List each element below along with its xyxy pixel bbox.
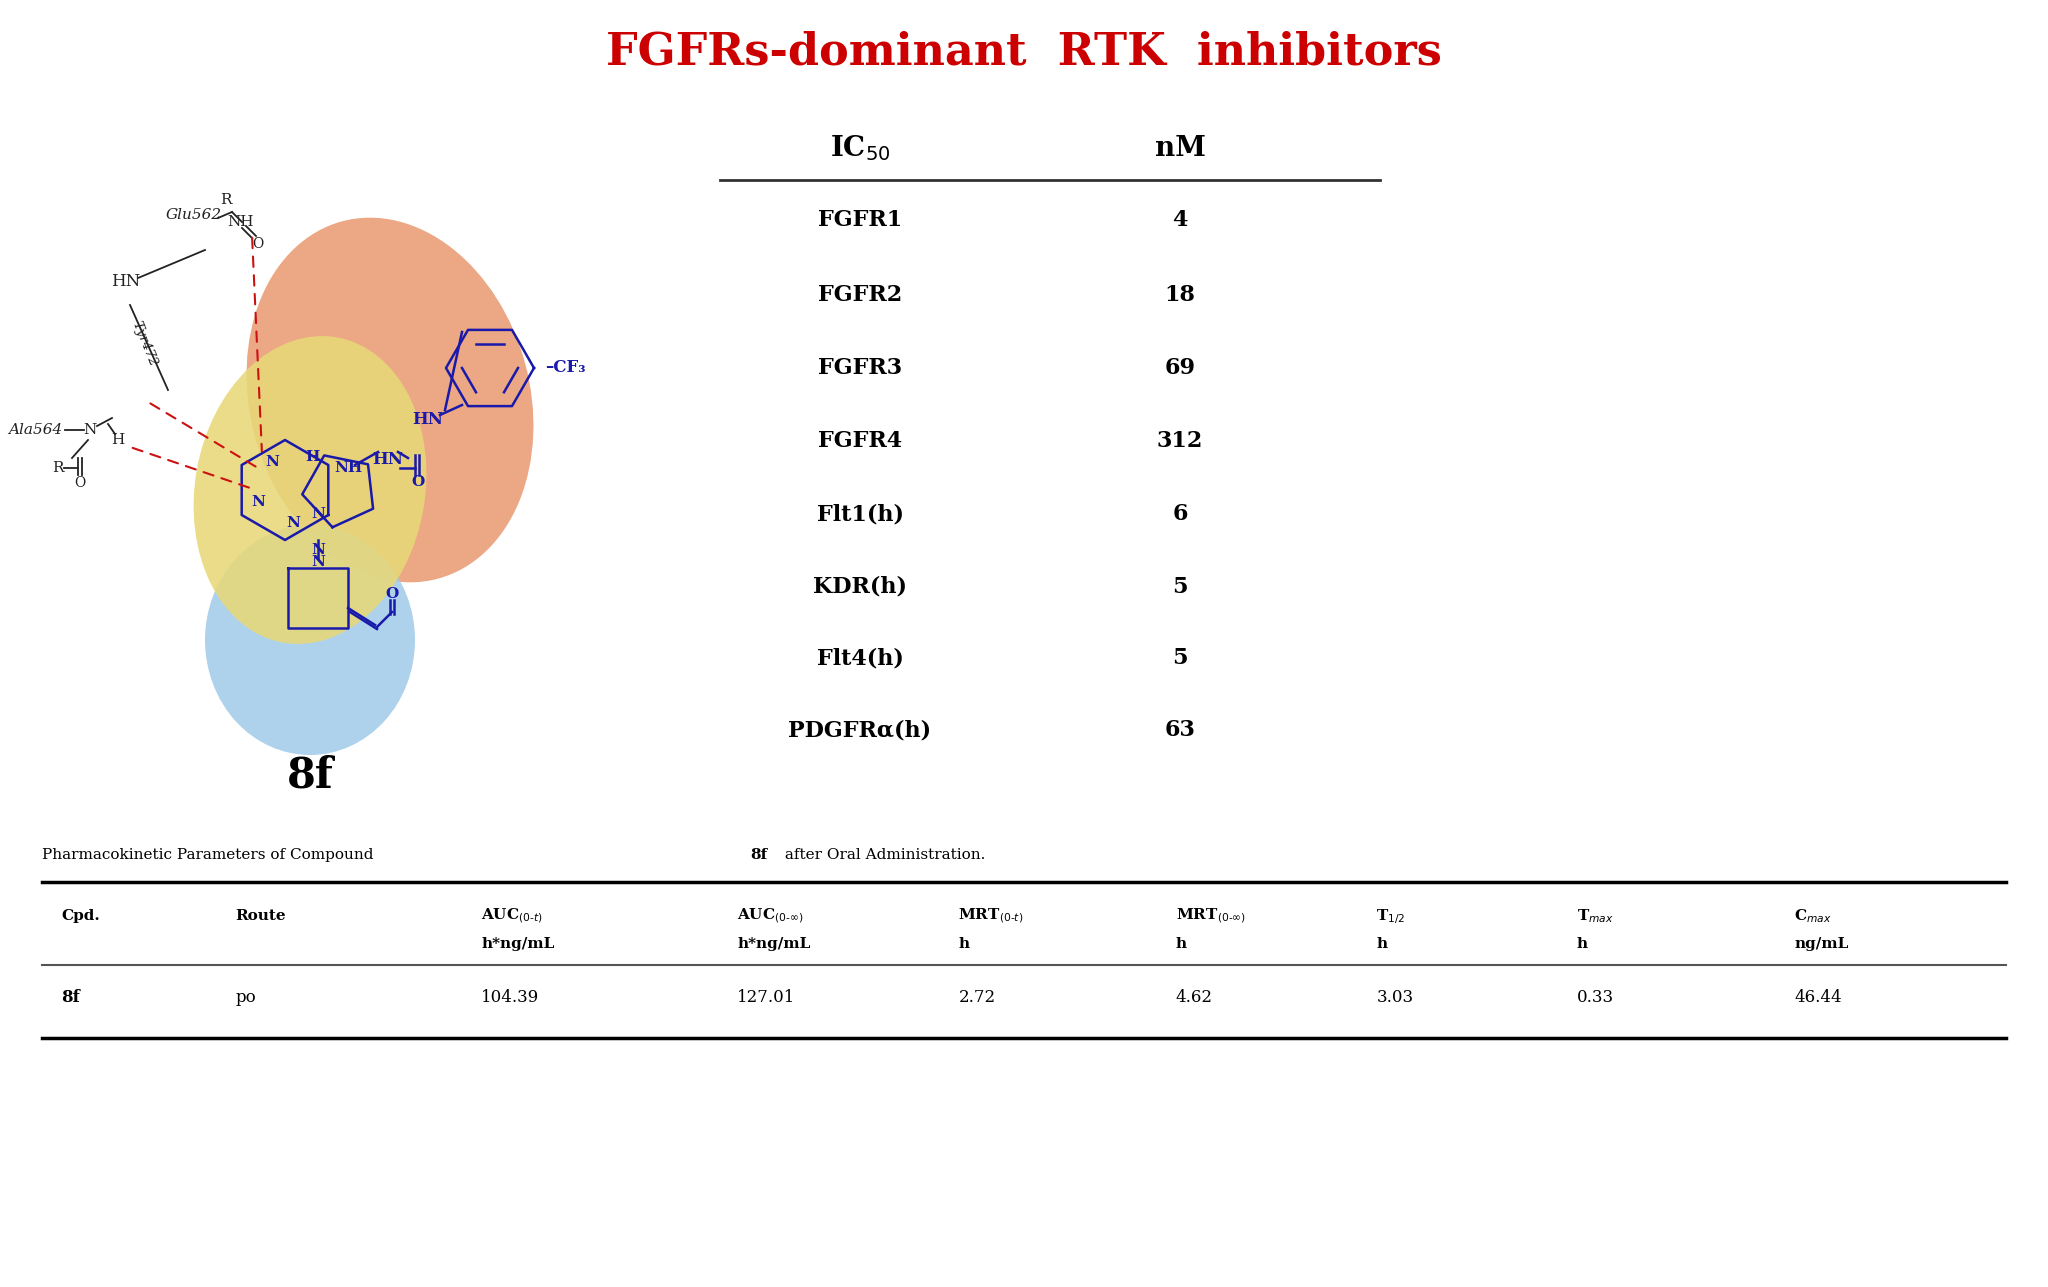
Text: O: O bbox=[385, 587, 399, 601]
Text: HN: HN bbox=[373, 452, 403, 468]
Text: O: O bbox=[412, 475, 424, 489]
Text: NH: NH bbox=[227, 215, 254, 229]
Text: C$_{max}$: C$_{max}$ bbox=[1794, 907, 1831, 925]
Text: 2.72: 2.72 bbox=[958, 990, 995, 1006]
Text: N: N bbox=[264, 456, 279, 468]
Text: Flt1(h): Flt1(h) bbox=[817, 503, 903, 525]
Text: 4.62: 4.62 bbox=[1176, 990, 1212, 1006]
Text: h: h bbox=[1577, 937, 1587, 951]
Text: 69: 69 bbox=[1165, 356, 1196, 378]
Text: N: N bbox=[252, 495, 264, 508]
Text: N: N bbox=[311, 543, 326, 557]
Text: H: H bbox=[111, 432, 125, 447]
Text: 63: 63 bbox=[1165, 719, 1196, 741]
Text: R: R bbox=[221, 193, 231, 207]
Text: T$_{1/2}$: T$_{1/2}$ bbox=[1376, 906, 1405, 925]
Text: 0.33: 0.33 bbox=[1577, 990, 1614, 1006]
Text: H: H bbox=[305, 450, 319, 465]
Text: 8f: 8f bbox=[750, 848, 768, 862]
Ellipse shape bbox=[246, 218, 532, 582]
Text: h: h bbox=[1376, 937, 1386, 951]
Text: after Oral Administration.: after Oral Administration. bbox=[780, 848, 985, 862]
Text: 127.01: 127.01 bbox=[737, 990, 797, 1006]
Text: ng/mL: ng/mL bbox=[1794, 937, 1849, 951]
Text: KDR(h): KDR(h) bbox=[813, 577, 907, 598]
Text: FGFRs-dominant  RTK  inhibitors: FGFRs-dominant RTK inhibitors bbox=[606, 31, 1442, 73]
Ellipse shape bbox=[205, 525, 416, 755]
Text: MRT$_{(0\text{-}t)}$: MRT$_{(0\text{-}t)}$ bbox=[958, 907, 1024, 925]
Text: PDGFRα(h): PDGFRα(h) bbox=[788, 719, 932, 741]
Text: O: O bbox=[74, 476, 86, 490]
Text: h: h bbox=[1176, 937, 1186, 951]
Text: MRT$_{(0\text{-}\infty)}$: MRT$_{(0\text{-}\infty)}$ bbox=[1176, 907, 1245, 925]
Text: Tyr472: Tyr472 bbox=[129, 319, 160, 368]
Text: h*ng/mL: h*ng/mL bbox=[737, 937, 811, 951]
Text: 5: 5 bbox=[1171, 647, 1188, 669]
Text: nM: nM bbox=[1155, 135, 1206, 161]
Text: 312: 312 bbox=[1157, 430, 1202, 452]
Text: Ala564: Ala564 bbox=[8, 423, 61, 438]
Text: N: N bbox=[287, 516, 299, 530]
Text: 104.39: 104.39 bbox=[481, 990, 539, 1006]
Text: IC$_{50}$: IC$_{50}$ bbox=[829, 133, 891, 163]
Text: N: N bbox=[311, 507, 326, 521]
Text: Route: Route bbox=[236, 909, 287, 923]
Text: Cpd.: Cpd. bbox=[61, 909, 100, 923]
Text: O: O bbox=[252, 237, 264, 251]
Text: FGFR1: FGFR1 bbox=[817, 208, 901, 230]
Text: HN: HN bbox=[412, 412, 444, 429]
Text: N: N bbox=[311, 555, 326, 569]
Text: 8f: 8f bbox=[287, 754, 334, 795]
Text: po: po bbox=[236, 990, 256, 1006]
Text: h*ng/mL: h*ng/mL bbox=[481, 937, 555, 951]
Text: N: N bbox=[84, 423, 96, 438]
Text: AUC$_{(0\text{-}\infty)}$: AUC$_{(0\text{-}\infty)}$ bbox=[737, 907, 803, 925]
Text: 6: 6 bbox=[1171, 503, 1188, 525]
Text: Flt4(h): Flt4(h) bbox=[817, 647, 903, 669]
Ellipse shape bbox=[195, 336, 426, 644]
Text: 8f: 8f bbox=[61, 990, 80, 1006]
Text: Pharmacokinetic Parameters of Compound: Pharmacokinetic Parameters of Compound bbox=[43, 848, 379, 862]
Text: R: R bbox=[53, 461, 63, 475]
Text: Glu562: Glu562 bbox=[166, 208, 221, 221]
Text: NH: NH bbox=[334, 461, 362, 475]
Text: AUC$_{(0\text{-}t)}$: AUC$_{(0\text{-}t)}$ bbox=[481, 907, 543, 925]
Text: FGFR2: FGFR2 bbox=[817, 284, 901, 306]
Text: T$_{max}$: T$_{max}$ bbox=[1577, 907, 1614, 925]
Text: FGFR4: FGFR4 bbox=[817, 430, 901, 452]
Text: 5: 5 bbox=[1171, 577, 1188, 598]
Text: 3.03: 3.03 bbox=[1376, 990, 1413, 1006]
Text: –CF₃: –CF₃ bbox=[545, 359, 586, 377]
Text: 46.44: 46.44 bbox=[1794, 990, 1841, 1006]
Text: FGFR3: FGFR3 bbox=[817, 356, 901, 378]
Text: 4: 4 bbox=[1171, 208, 1188, 230]
Text: HN: HN bbox=[111, 274, 141, 291]
Text: h: h bbox=[958, 937, 969, 951]
Text: 18: 18 bbox=[1165, 284, 1196, 306]
